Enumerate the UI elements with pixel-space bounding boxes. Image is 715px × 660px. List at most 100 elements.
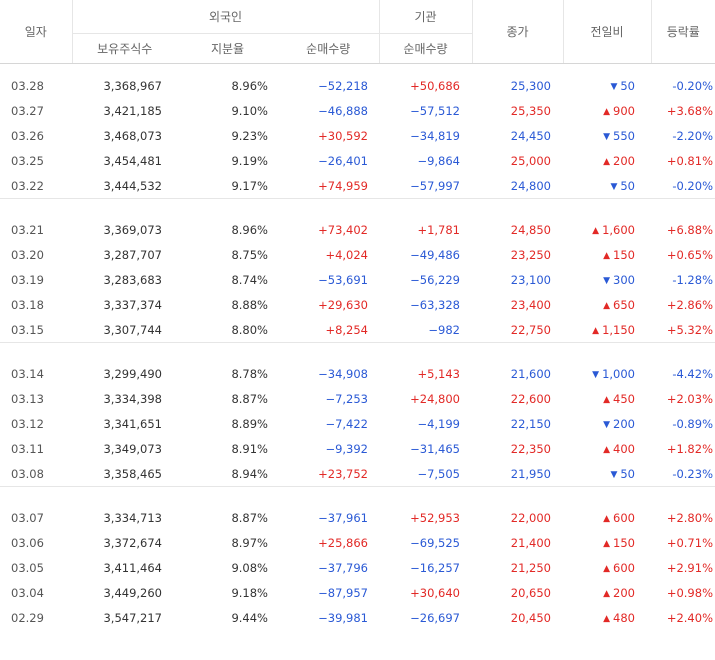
table-row: 03.15 3,307,744 8.80% +8,254 −982 22,750 ▲ 1,15… [0,317,715,343]
close-column-header: 종가 [471,0,563,64]
date-cell: 03.07 [11,510,44,525]
date-cell: 03.27 [11,103,44,118]
institution-net-cell: −57,997 [410,178,460,193]
date-cell: 03.08 [11,466,44,481]
close-price-cell: 22,600 [510,391,551,406]
triangle-up-icon: ▲ [603,106,611,117]
change-cell: ▲ 900 [563,98,651,123]
ratio-cell: 9.23% [231,128,268,143]
foreign-net-cell: −7,422 [325,416,368,431]
ratio-cell: 8.78% [231,366,268,381]
change-value: 550 [613,128,635,143]
triangle-up-icon: ▲ [592,325,600,336]
foreign-net-cell: +4,024 [325,247,368,262]
table-row: 03.22 3,444,532 9.17% +74,959 −57,997 24,800 ▼… [0,173,715,199]
date-cell: 03.21 [11,222,44,237]
change-value: 1,000 [602,366,635,381]
institution-net-cell: −9,864 [417,153,460,168]
foreign-net-cell: +25,866 [318,535,368,550]
date-cell: 03.04 [11,585,44,600]
change-value: 200 [613,585,635,600]
institution-net-cell: −7,505 [417,466,460,481]
ratio-cell: 8.97% [231,535,268,550]
date-cell: 03.18 [11,297,44,312]
change-value: 450 [613,391,635,406]
foreign-net-cell: −52,218 [318,78,368,93]
triangle-down-icon: ▼ [610,181,618,192]
table-row: 02.29 3,547,217 9.44% −39,981 −26,697 20,450 ▲… [0,605,715,630]
holdings-cell: 3,468,073 [103,128,162,143]
group-separator [0,342,715,361]
date-cell: 03.11 [11,441,44,456]
change-rate-cell: -0.23% [672,466,713,481]
institution-net-cell: −49,486 [410,247,460,262]
table-row: 03.07 3,334,713 8.87% −37,961 +52,953 22,000 ▲… [0,505,715,530]
foreign-net-cell: −26,401 [318,153,368,168]
change-rate-cell: -2.20% [672,128,713,143]
table-row: 03.06 3,372,674 8.97% +25,866 −69,525 21,400 ▲… [0,530,715,555]
date-cell: 03.15 [11,322,44,337]
rate-column-header: 등락률 [650,0,715,64]
holdings-cell: 3,287,707 [103,247,162,262]
ratio-cell: 9.08% [231,560,268,575]
change-value: 150 [613,247,635,262]
change-rate-cell: +2.91% [666,560,713,575]
change-column-header: 전일비 [562,0,651,64]
institution-net-cell: −31,465 [410,441,460,456]
date-cell: 03.06 [11,535,44,550]
institution-net-cell: +52,953 [410,510,460,525]
holdings-cell: 3,283,683 [103,272,162,287]
change-rate-cell: -0.89% [672,416,713,431]
holdings-cell: 3,421,185 [103,103,162,118]
ratio-cell: 8.96% [231,222,268,237]
foreign-net-cell: −37,796 [318,560,368,575]
holdings-cell: 3,349,073 [103,441,162,456]
change-rate-cell: +0.81% [666,153,713,168]
change-cell: ▼ 50 [563,73,651,98]
table-row: 03.28 3,368,967 8.96% −52,218 +50,686 25,300 ▼… [0,73,715,98]
date-cell: 03.13 [11,391,44,406]
foreign-net-cell: +23,752 [318,466,368,481]
change-rate-cell: +0.98% [666,585,713,600]
change-rate-cell: -4.42% [672,366,713,381]
change-value: 1,600 [602,222,635,237]
ratio-column-header: 지분율 [177,33,278,64]
foreign-net-cell: −46,888 [318,103,368,118]
close-price-cell: 25,000 [510,153,551,168]
close-price-cell: 23,250 [510,247,551,262]
ratio-cell: 9.44% [231,610,268,625]
foreign-net-cell: +30,592 [318,128,368,143]
change-value: 1,150 [602,322,635,337]
table-row: 03.13 3,334,398 8.87% −7,253 +24,800 22,600 ▲ 4… [0,386,715,411]
ratio-cell: 8.88% [231,297,268,312]
holdings-cell: 3,307,744 [103,322,162,337]
holdings-cell: 3,334,398 [103,391,162,406]
change-rate-cell: +2.86% [666,297,713,312]
date-cell: 03.22 [11,178,44,193]
holdings-cell: 3,368,967 [103,78,162,93]
change-cell: ▲ 1,600 [563,217,651,242]
change-cell: ▼ 50 [563,173,651,199]
date-cell: 03.14 [11,366,44,381]
change-cell: ▼ 550 [563,123,651,148]
table-row: 03.18 3,337,374 8.88% +29,630 −63,328 23,400 ▲… [0,292,715,317]
date-cell: 03.25 [11,153,44,168]
close-price-cell: 22,750 [510,322,551,337]
table-body: 03.28 3,368,967 8.96% −52,218 +50,686 25,300 ▼… [0,64,715,631]
change-value: 50 [620,466,635,481]
institution-net-cell: −4,199 [417,416,460,431]
close-price-cell: 21,400 [510,535,551,550]
change-rate-cell: +0.71% [666,535,713,550]
triangle-up-icon: ▲ [603,563,611,574]
close-price-cell: 24,800 [510,178,551,193]
close-price-cell: 22,350 [510,441,551,456]
table-row: 03.20 3,287,707 8.75% +4,024 −49,486 23,250 ▲ 1… [0,242,715,267]
change-rate-cell: +1.82% [666,441,713,456]
table-row: 03.21 3,369,073 8.96% +73,402 +1,781 24,850 ▲ 1… [0,217,715,242]
holdings-cell: 3,411,464 [103,560,162,575]
triangle-down-icon: ▼ [592,369,600,380]
ratio-cell: 8.94% [231,466,268,481]
change-value: 50 [620,78,635,93]
ratio-cell: 8.75% [231,247,268,262]
triangle-up-icon: ▲ [592,225,600,236]
